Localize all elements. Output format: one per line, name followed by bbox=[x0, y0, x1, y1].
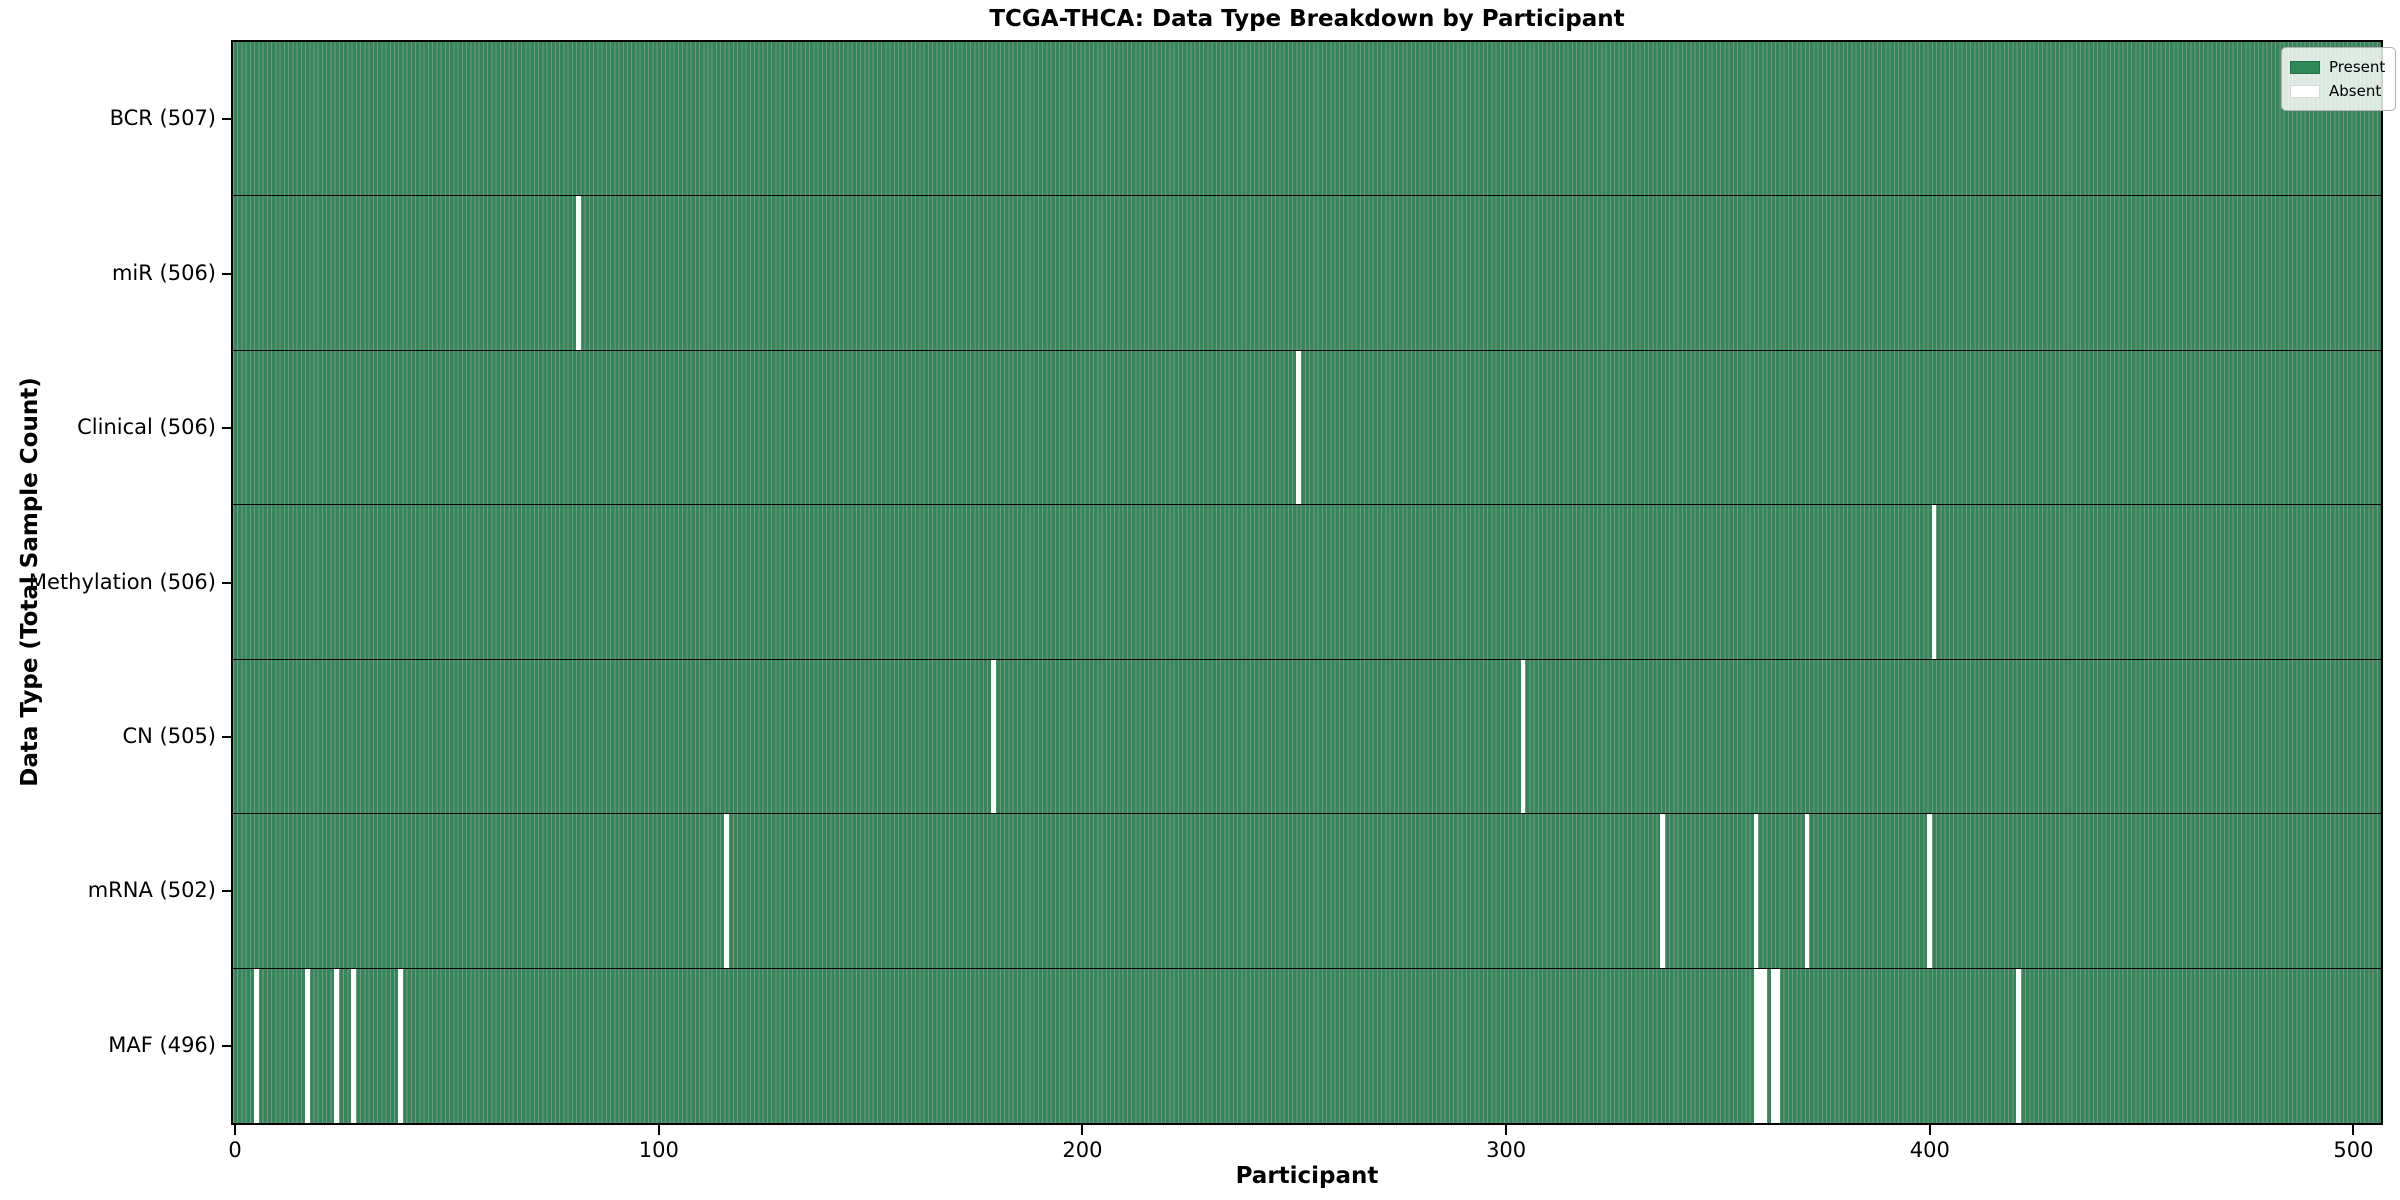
ytick-mark-methylation bbox=[222, 581, 231, 584]
absent-mark-mrna-400 bbox=[1927, 814, 1933, 968]
absent-mark-clinical-251 bbox=[1296, 350, 1301, 505]
absent-mark-maf-360 bbox=[1757, 968, 1763, 1123]
heatmap-row-methylation bbox=[233, 505, 2381, 660]
absent-mark-maf-5 bbox=[253, 968, 259, 1123]
legend-item-absent: Absent bbox=[2290, 79, 2385, 103]
ytick-mark-bcr bbox=[222, 118, 231, 121]
plot-area bbox=[231, 40, 2383, 1125]
legend-item-present: Present bbox=[2290, 55, 2385, 79]
heatmap-row-bcr bbox=[233, 42, 2381, 197]
heatmap-row-mrna bbox=[233, 814, 2381, 969]
x-axis-label: Participant bbox=[1235, 1163, 1379, 1189]
legend-swatch-absent-icon bbox=[2290, 84, 2320, 98]
ytick-mark-maf bbox=[222, 1044, 231, 1047]
ytick-mark-mir bbox=[222, 272, 231, 275]
absent-mark-maf-17 bbox=[304, 968, 310, 1123]
absent-mark-mrna-371 bbox=[1804, 814, 1810, 968]
absent-mark-maf-24 bbox=[334, 968, 340, 1123]
legend-swatch-present-icon bbox=[2290, 60, 2320, 74]
absent-mark-mrna-116 bbox=[724, 814, 729, 968]
xtick-mark-0 bbox=[234, 1125, 237, 1135]
heatmap-row-maf bbox=[233, 968, 2381, 1123]
xtick-mark-200 bbox=[1081, 1125, 1084, 1135]
xtick-mark-300 bbox=[1505, 1125, 1508, 1135]
xtick-label-400: 400 bbox=[1909, 1138, 1950, 1162]
ytick-label-cn: CN (505) bbox=[122, 723, 216, 748]
xtick-label-200: 200 bbox=[1062, 1138, 1103, 1162]
legend-label-present: Present bbox=[2329, 58, 2386, 76]
absent-mark-maf-28 bbox=[351, 968, 357, 1123]
chart-title: TCGA-THCA: Data Type Breakdown by Partic… bbox=[989, 6, 1625, 32]
ytick-mark-cn bbox=[222, 735, 231, 738]
absent-mark-cn-179 bbox=[991, 659, 996, 814]
xtick-mark-400 bbox=[1928, 1125, 1931, 1135]
heatmap-row-cn bbox=[233, 659, 2381, 815]
ytick-label-maf: MAF (496) bbox=[108, 1032, 216, 1057]
absent-mark-mir-81 bbox=[575, 196, 581, 350]
absent-mark-methylation-401 bbox=[1931, 505, 1937, 659]
ytick-label-mrna: mRNA (502) bbox=[87, 878, 216, 903]
xtick-mark-500 bbox=[2352, 1125, 2355, 1135]
xtick-label-0: 0 bbox=[228, 1138, 242, 1162]
absent-mark-maf-39 bbox=[397, 968, 403, 1123]
legend-label-absent: Absent bbox=[2329, 82, 2382, 100]
absent-mark-mrna-359 bbox=[1753, 814, 1759, 968]
absent-mark-maf-359 bbox=[1753, 968, 1759, 1123]
legend: Present Absent bbox=[2281, 47, 2397, 111]
absent-mark-cn-304 bbox=[1520, 659, 1526, 814]
ytick-label-clinical: Clinical (506) bbox=[77, 415, 216, 440]
absent-mark-maf-363 bbox=[1770, 968, 1776, 1123]
heatmap-row-mir bbox=[233, 196, 2381, 351]
absent-mark-maf-421 bbox=[2016, 968, 2022, 1123]
heatmap-row-clinical bbox=[233, 350, 2381, 506]
xtick-label-300: 300 bbox=[1486, 1138, 1527, 1162]
xtick-label-100: 100 bbox=[638, 1138, 679, 1162]
xtick-label-500: 500 bbox=[2333, 1138, 2374, 1162]
absent-mark-maf-361 bbox=[1762, 968, 1767, 1123]
absent-mark-maf-364 bbox=[1774, 968, 1780, 1123]
ytick-label-bcr: BCR (507) bbox=[109, 106, 216, 131]
absent-mark-mrna-337 bbox=[1660, 814, 1666, 968]
ytick-label-mir: miR (506) bbox=[111, 260, 216, 285]
xtick-mark-100 bbox=[657, 1125, 660, 1135]
ytick-mark-mrna bbox=[222, 890, 231, 893]
ytick-label-methylation: Methylation (506) bbox=[28, 569, 216, 594]
ytick-mark-clinical bbox=[222, 427, 231, 430]
